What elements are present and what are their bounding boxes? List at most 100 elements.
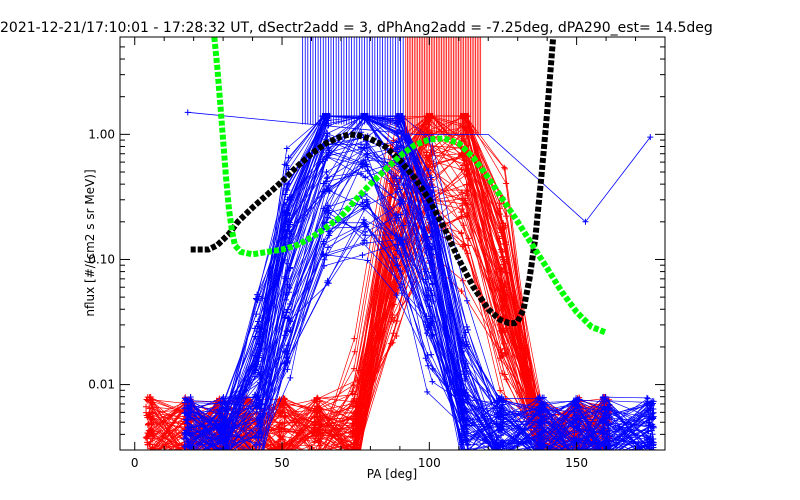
data-marker	[187, 402, 194, 409]
data-marker	[601, 406, 608, 413]
data-marker	[606, 455, 612, 461]
data-marker	[604, 455, 610, 461]
data-marker	[277, 436, 284, 443]
data-marker	[183, 455, 189, 461]
data-marker	[259, 455, 265, 461]
data-marker	[646, 436, 653, 443]
data-marker	[572, 448, 574, 450]
data-marker	[184, 397, 191, 404]
data-marker	[245, 451, 251, 457]
data-marker	[605, 454, 611, 460]
data-marker	[242, 455, 248, 461]
data-marker	[497, 444, 504, 450]
data-marker	[182, 455, 188, 461]
data-marker	[503, 213, 510, 220]
data-marker	[212, 455, 218, 461]
data-marker	[541, 454, 547, 460]
data-marker	[542, 455, 548, 461]
data-marker	[393, 139, 400, 146]
data-marker	[428, 174, 435, 181]
data-marker	[183, 455, 189, 461]
data-marker	[603, 447, 610, 450]
data-marker	[602, 452, 608, 458]
data-marker	[312, 455, 318, 461]
data-marker	[495, 453, 501, 459]
data-trace	[184, 131, 642, 450]
data-marker	[325, 149, 332, 156]
data-marker	[599, 394, 606, 401]
data-trace	[188, 201, 652, 450]
data-marker	[252, 434, 259, 441]
data-marker	[607, 454, 613, 460]
data-marker	[644, 455, 650, 461]
data-marker	[500, 418, 507, 425]
data-marker	[314, 410, 321, 417]
data-marker	[647, 455, 653, 461]
data-marker	[494, 414, 501, 421]
data-marker	[219, 455, 225, 461]
data-marker	[428, 320, 435, 327]
data-marker	[279, 449, 281, 450]
data-marker	[364, 163, 371, 170]
data-marker	[188, 454, 194, 460]
data-marker	[217, 455, 223, 461]
x-axis-label: PA [deg]	[367, 467, 417, 481]
data-marker	[359, 252, 366, 259]
data-marker	[145, 455, 151, 461]
data-trace	[190, 208, 650, 450]
data-marker	[283, 328, 290, 335]
data-marker	[146, 405, 153, 412]
data-marker	[351, 455, 357, 461]
data-marker	[539, 455, 545, 461]
data-marker	[287, 374, 294, 381]
data-marker	[316, 455, 322, 461]
data-marker	[259, 455, 265, 461]
data-marker	[496, 455, 502, 461]
data-marker	[605, 427, 612, 434]
data-marker	[351, 365, 358, 372]
data-marker	[496, 455, 502, 461]
data-marker	[462, 375, 469, 382]
data-marker	[284, 187, 291, 194]
chart-title: 2021-12-21/17:10:01 - 17:28:32 UT, dSect…	[0, 20, 713, 36]
data-marker	[648, 400, 655, 407]
data-marker	[604, 439, 611, 446]
data-marker	[258, 400, 265, 407]
data-marker	[503, 376, 510, 383]
data-marker	[146, 450, 152, 456]
data-marker	[389, 314, 396, 321]
data-marker	[217, 439, 224, 446]
data-marker	[251, 391, 258, 398]
data-marker	[537, 445, 544, 450]
data-marker	[499, 455, 505, 461]
data-marker	[575, 403, 582, 410]
data-marker	[602, 455, 608, 461]
data-marker	[323, 153, 330, 160]
data-marker	[219, 455, 225, 461]
data-marker	[349, 416, 356, 423]
data-marker	[144, 455, 150, 461]
data-marker	[494, 455, 500, 461]
data-marker	[244, 455, 250, 461]
data-marker	[500, 455, 506, 461]
data-marker	[254, 452, 260, 458]
data-marker	[183, 453, 189, 459]
data-marker	[424, 297, 431, 304]
data-marker	[601, 452, 607, 458]
data-marker	[603, 453, 609, 459]
data-marker	[363, 151, 370, 158]
data-marker	[184, 448, 186, 450]
data-marker	[606, 455, 612, 461]
data-marker	[650, 415, 657, 422]
data-trace	[187, 115, 535, 450]
data-marker	[217, 429, 224, 436]
data-marker	[212, 455, 218, 461]
data-marker	[575, 449, 577, 450]
plot-frame	[119, 36, 666, 451]
data-marker	[315, 455, 321, 461]
data-marker	[536, 455, 542, 461]
data-marker	[188, 455, 194, 461]
data-marker	[218, 455, 224, 461]
data-marker	[275, 424, 282, 431]
data-marker	[540, 455, 546, 461]
